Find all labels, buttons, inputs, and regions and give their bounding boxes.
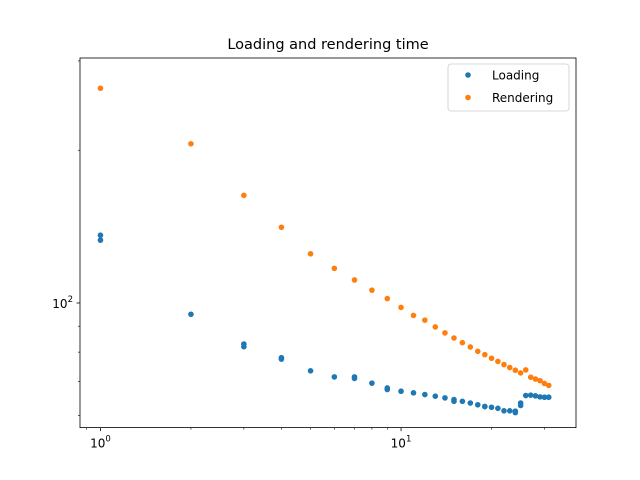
data-point — [442, 395, 448, 401]
y-axis-ticks: 102 — [52, 60, 80, 416]
data-point — [331, 265, 338, 272]
data-point — [97, 237, 104, 243]
data-point — [537, 377, 543, 384]
legend-marker-rendering — [465, 94, 471, 101]
data-point — [501, 408, 507, 414]
x-tick-label: 101 — [391, 435, 412, 451]
data-point — [398, 388, 404, 395]
data-point — [506, 408, 513, 414]
data-point — [422, 317, 428, 323]
x-axis-ticks: 100 101 — [86, 427, 545, 451]
series-rendering — [97, 85, 552, 389]
data-point — [422, 391, 428, 398]
data-point — [517, 400, 524, 406]
data-point — [532, 376, 539, 382]
data-point — [537, 394, 543, 400]
data-point — [488, 404, 495, 411]
data-point — [188, 140, 194, 147]
data-point — [410, 312, 417, 319]
data-point — [384, 386, 391, 393]
legend: Loading Rendering — [447, 63, 570, 112]
data-point — [188, 311, 194, 318]
axes-frame — [79, 57, 577, 429]
data-points — [97, 85, 552, 416]
data-point — [97, 232, 104, 239]
data-point — [545, 394, 552, 401]
legend-box — [447, 63, 570, 112]
data-point — [532, 393, 539, 399]
data-point — [97, 85, 104, 92]
data-point — [467, 400, 474, 406]
data-point — [351, 375, 358, 382]
data-point — [307, 368, 314, 374]
data-point — [522, 367, 529, 373]
data-point — [522, 392, 529, 399]
data-point — [369, 380, 375, 386]
data-point — [541, 380, 548, 387]
data-point — [278, 224, 285, 231]
data-point — [474, 401, 481, 408]
data-point — [545, 382, 552, 389]
y-tick-label: 102 — [52, 295, 73, 311]
data-point — [307, 251, 314, 257]
data-point — [506, 364, 513, 371]
data-point — [459, 339, 466, 346]
data-point — [482, 351, 488, 358]
data-point — [527, 392, 534, 398]
data-point — [501, 361, 507, 368]
data-point — [369, 287, 375, 293]
data-point — [432, 393, 439, 400]
plot-area — [79, 57, 577, 429]
data-point — [527, 374, 534, 381]
data-point — [278, 356, 285, 362]
data-point — [384, 295, 391, 302]
chart-title: Loading and rendering time — [227, 37, 428, 53]
data-point — [410, 390, 417, 396]
data-point — [451, 335, 457, 341]
data-point — [351, 277, 358, 283]
data-point — [241, 343, 247, 350]
x-tick-label: 100 — [90, 435, 111, 451]
data-point — [512, 409, 519, 416]
data-point — [517, 370, 524, 376]
data-point — [512, 367, 519, 374]
legend-label-rendering: Rendering — [492, 91, 553, 105]
data-point — [495, 358, 501, 365]
data-point — [482, 403, 488, 410]
data-point — [495, 405, 501, 412]
series-loading — [97, 232, 552, 416]
data-point — [467, 344, 474, 350]
legend-marker-loading — [465, 72, 471, 78]
data-point — [488, 355, 495, 362]
data-point — [432, 324, 439, 330]
data-point — [474, 348, 481, 355]
data-point — [241, 192, 247, 199]
data-point — [442, 330, 448, 336]
data-point — [541, 394, 548, 401]
data-point — [398, 304, 404, 311]
data-point — [459, 398, 466, 405]
data-point — [331, 374, 338, 380]
data-point — [451, 398, 457, 405]
legend-label-loading: Loading — [492, 69, 539, 83]
